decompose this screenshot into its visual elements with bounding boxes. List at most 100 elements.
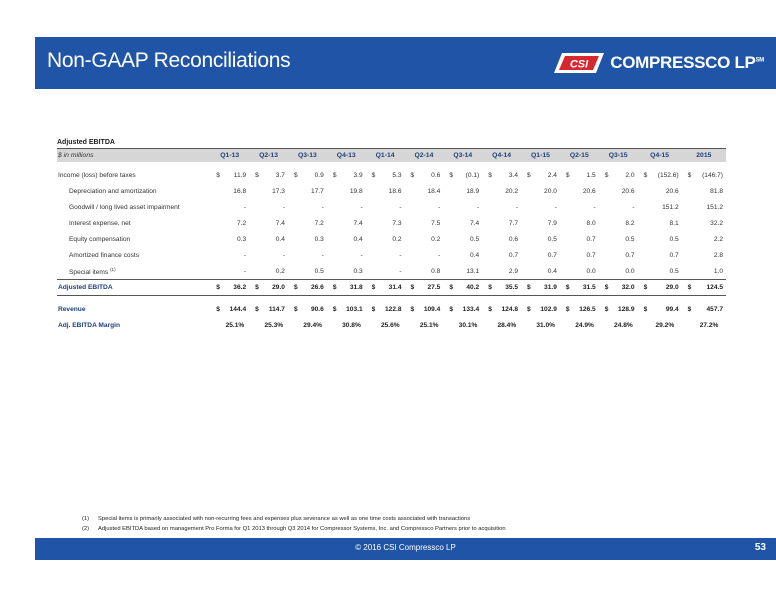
table-cell: 7.2: [314, 220, 324, 227]
table-cell: 25.6%: [380, 322, 400, 329]
logo-wordmark: COMPRESSCO LPSM: [610, 53, 764, 72]
currency-symbol: [210, 318, 220, 334]
table-cell: 0.2: [392, 236, 402, 243]
currency-symbol: $: [482, 279, 493, 296]
table-cell: 27.5: [414, 279, 444, 296]
currency-symbol: $: [255, 172, 259, 179]
currency-symbol: [443, 216, 453, 232]
table-cell: 40.2: [453, 279, 483, 296]
table-cell: 36.2: [220, 279, 250, 296]
table-cell: 24.9%: [575, 322, 594, 329]
currency-symbol: [210, 200, 220, 216]
currency-symbol: [682, 264, 692, 280]
currency-symbol: $: [216, 172, 220, 179]
table-row: Amortized finance costs - - - - - - 0.4 0.7 0.7 0.…: [57, 248, 726, 264]
table-cell: -: [438, 252, 441, 259]
currency-symbol: [366, 232, 376, 248]
currency-symbol: [599, 264, 609, 280]
table-cell: 5.3: [392, 172, 402, 179]
page-number: 53: [754, 542, 766, 553]
currency-symbol: [366, 248, 376, 264]
table-row: Goodwill / long lived asset impairment - -…: [57, 200, 726, 216]
header-bar: Non-GAAP Reconciliations CSI COMPRESSCO …: [35, 37, 776, 89]
column-header: Q4-14: [482, 148, 522, 162]
table-cell: 151.2: [706, 204, 723, 211]
currency-symbol: [327, 318, 337, 334]
currency-symbol: [560, 232, 570, 248]
currency-symbol: $: [559, 279, 571, 296]
row-label: Adjusted EBITDA: [57, 279, 211, 296]
table-cell: 0.5: [669, 236, 679, 243]
table-cell: 18.4: [427, 188, 441, 195]
table-cell: 126.5: [579, 306, 596, 313]
row-label: Income (loss) before taxes: [58, 172, 136, 179]
table-cell: 151.2: [662, 204, 679, 211]
table-cell: 18.6: [388, 188, 402, 195]
currency-symbol: $: [332, 172, 337, 179]
table-cell: 31.4: [376, 279, 405, 296]
table-cell: 20.6: [582, 188, 596, 195]
table-cell: 0.7: [669, 252, 679, 259]
table-cell: 24.8%: [614, 322, 633, 329]
currency-symbol: [443, 248, 453, 264]
currency-symbol: $: [326, 279, 338, 296]
table-cell: 0.0: [586, 267, 596, 275]
table-cell: -: [476, 204, 480, 211]
currency-symbol: $: [643, 172, 648, 179]
currency-symbol: [599, 318, 609, 334]
currency-symbol: [638, 200, 648, 216]
csi-badge-icon: CSI: [552, 51, 606, 75]
table-cell: 103.1: [346, 306, 363, 313]
currency-symbol: $: [332, 306, 337, 313]
currency-symbol: [482, 264, 492, 280]
currency-symbol: [249, 264, 259, 280]
table-cell: -: [321, 204, 324, 211]
currency-symbol: [682, 318, 692, 334]
currency-symbol: $: [404, 279, 415, 296]
table-cell: 18.9: [466, 188, 480, 195]
company-logo: CSI COMPRESSCO LPSM: [552, 48, 764, 78]
currency-symbol: [210, 232, 220, 248]
table-cell: 2.2: [713, 236, 723, 243]
table-cell: 3.4: [508, 172, 519, 179]
table-cell: 0.7: [508, 252, 519, 259]
table-cell: 90.6: [310, 306, 324, 313]
currency-symbol: $: [287, 279, 299, 296]
currency-symbol: [482, 184, 492, 200]
currency-symbol: [682, 232, 692, 248]
column-header: Q2-14: [404, 148, 444, 162]
table-cell: 7.3: [392, 220, 402, 227]
currency-symbol: $: [687, 172, 692, 179]
currency-symbol: $: [604, 172, 609, 179]
table-cell: 1.5: [586, 172, 596, 179]
table-cell: 31.0%: [536, 322, 556, 329]
table-cell: 25.1%: [419, 322, 439, 329]
table-cell: 20.2: [505, 188, 519, 195]
currency-symbol: [405, 248, 415, 264]
table-cell: 0.7: [547, 252, 557, 259]
currency-symbol: [249, 184, 259, 200]
currency-symbol: [638, 318, 648, 334]
svg-text:CSI: CSI: [570, 59, 589, 71]
table-cell: 0.7: [586, 236, 596, 243]
table-cell: 0.6: [431, 172, 441, 179]
footer-bar: © 2016 CSI Compressco LP 53: [35, 538, 776, 560]
currency-symbol: [443, 264, 453, 280]
table-cell: 3.9: [353, 172, 363, 179]
currency-symbol: [482, 232, 492, 248]
currency-symbol: $: [527, 306, 531, 313]
currency-symbol: [482, 216, 492, 232]
table-cell: 0.5: [547, 236, 557, 243]
currency-symbol: [210, 216, 220, 232]
footnotes: (1) Special items is primarily associate…: [82, 514, 506, 534]
table-cell: 17.7: [310, 188, 324, 195]
table-cell: 32.0: [609, 279, 638, 296]
table-cell: 27.2%: [699, 322, 719, 329]
table-cell: -: [438, 204, 441, 211]
table-cell: 8.2: [625, 220, 635, 227]
column-header: Q4-15: [637, 148, 682, 162]
table-cell: (0.1): [465, 172, 480, 179]
footnote-2: (2) Adjusted EBITDA based on management …: [82, 526, 506, 532]
currency-symbol: [366, 200, 376, 216]
table-cell: 8.1: [669, 220, 679, 227]
